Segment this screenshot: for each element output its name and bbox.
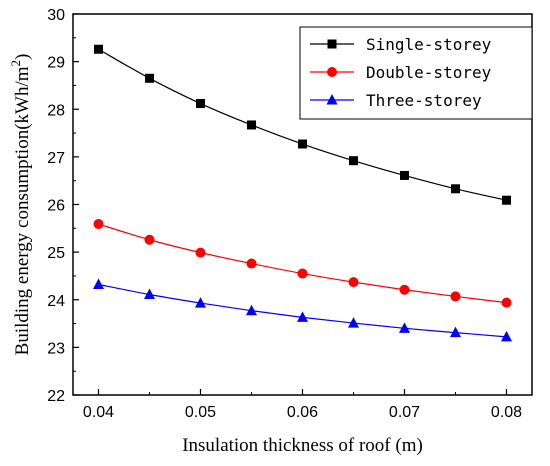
data-point bbox=[450, 326, 461, 338]
y-axis-title-superscript: 2 bbox=[8, 60, 23, 67]
x-tick-label: 0.08 bbox=[491, 404, 522, 421]
y-axis-title: Building energy consumption(kWh/m2) bbox=[8, 54, 33, 356]
legend-item: Single-storey bbox=[310, 35, 492, 54]
data-point bbox=[144, 234, 155, 245]
data-point bbox=[196, 99, 205, 109]
y-tick-label: 30 bbox=[47, 7, 65, 24]
data-point bbox=[195, 297, 206, 308]
data-point bbox=[93, 278, 104, 290]
y-axis-title-close: ) bbox=[12, 54, 33, 60]
series-line bbox=[98, 283, 507, 338]
legend-marker bbox=[327, 39, 337, 49]
data-point bbox=[247, 120, 256, 130]
data-point bbox=[399, 322, 410, 333]
y-axis: 22 23 24 25 26 27 28 29 30 bbox=[47, 7, 79, 405]
legend-item: Three-storey bbox=[310, 91, 482, 110]
data-point bbox=[195, 247, 206, 258]
data-point bbox=[297, 311, 308, 322]
x-tick-label: 0.06 bbox=[287, 404, 318, 421]
y-tick-label: 25 bbox=[47, 245, 65, 262]
data-point bbox=[501, 297, 512, 308]
series-three-storey bbox=[93, 278, 512, 342]
legend: Single-storey Double-storey Three-storey bbox=[299, 26, 533, 120]
legend-box bbox=[299, 26, 533, 120]
data-point bbox=[399, 284, 410, 295]
y-tick-label: 27 bbox=[47, 150, 65, 167]
data-point bbox=[348, 277, 359, 288]
data-point bbox=[400, 170, 409, 180]
data-point bbox=[145, 73, 154, 83]
data-point bbox=[93, 219, 104, 230]
data-point bbox=[298, 139, 307, 149]
series-single-storey bbox=[94, 44, 511, 205]
legend-item: Double-storey bbox=[310, 63, 492, 82]
x-tick-label: 0.04 bbox=[83, 404, 114, 421]
data-point bbox=[349, 156, 358, 166]
data-point bbox=[94, 44, 103, 54]
y-tick-label: 24 bbox=[47, 293, 65, 310]
data-point bbox=[501, 330, 512, 342]
y-tick-label: 22 bbox=[47, 388, 65, 405]
series-layer bbox=[93, 44, 512, 342]
data-point bbox=[246, 304, 257, 316]
x-axis: 0.04 0.05 0.06 0.07 0.08 bbox=[83, 389, 522, 421]
legend-marker bbox=[327, 67, 337, 77]
data-point bbox=[246, 258, 257, 269]
y-tick-label: 28 bbox=[47, 102, 65, 119]
y-tick-label: 29 bbox=[47, 55, 65, 72]
data-point bbox=[451, 184, 460, 194]
legend-label: Double-storey bbox=[366, 63, 492, 82]
legend-label: Three-storey bbox=[366, 91, 482, 110]
y-tick-label: 26 bbox=[47, 198, 65, 215]
y-tick-label: 23 bbox=[47, 340, 65, 357]
y-axis-title-main: Building energy consumption(kWh/m bbox=[12, 66, 33, 355]
x-tick-label: 0.07 bbox=[389, 404, 420, 421]
data-point bbox=[297, 268, 308, 279]
legend-label: Single-storey bbox=[366, 35, 492, 54]
data-point bbox=[348, 317, 359, 328]
series-line bbox=[98, 223, 507, 304]
x-axis-title: Insulation thickness of roof (m) bbox=[182, 435, 423, 456]
data-point bbox=[450, 291, 461, 302]
data-point bbox=[502, 195, 511, 205]
x-tick-label: 0.05 bbox=[185, 404, 216, 421]
legend-marker bbox=[326, 94, 338, 105]
series-double-storey bbox=[93, 219, 512, 308]
data-point bbox=[144, 288, 155, 300]
